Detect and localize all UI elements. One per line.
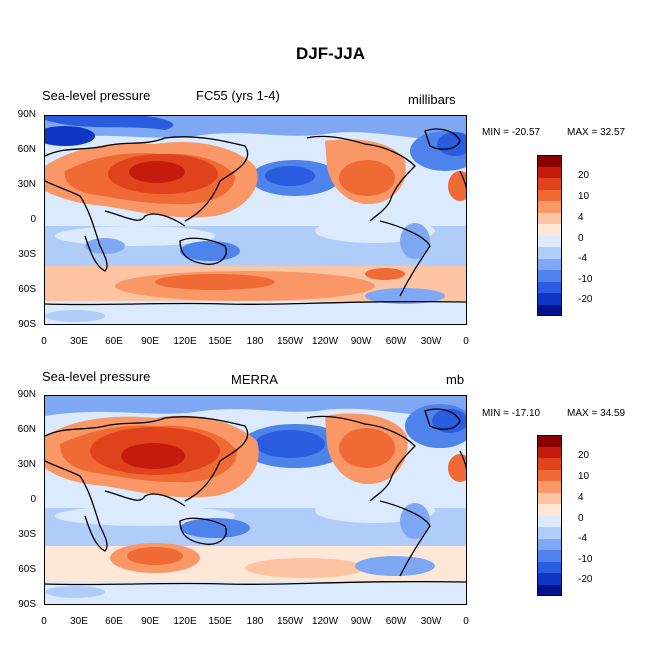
p2-colorbar-label: -4 <box>578 533 587 544</box>
p1-lat-label: 60S <box>6 284 36 295</box>
p2-lon-label: 90W <box>341 616 381 627</box>
p2-colorbar-swatch <box>537 447 562 459</box>
p1-lat-label: 30S <box>6 249 36 260</box>
panel1-colorbar <box>537 155 562 316</box>
p1-colorbar-swatch <box>537 190 562 202</box>
p1-colorbar-swatch <box>537 213 562 225</box>
p2-colorbar-swatch <box>537 481 562 493</box>
p1-lon-label: 120E <box>165 336 205 347</box>
p1-lon-label: 90E <box>130 336 170 347</box>
p2-colorbar-label: -10 <box>578 554 592 565</box>
p2-lat-label: 30N <box>6 459 36 470</box>
p2-colorbar-swatch <box>537 562 562 574</box>
p1-colorbar-swatch <box>537 155 562 167</box>
p1-lon-label: 120W <box>305 336 345 347</box>
p2-lat-label: 60N <box>6 424 36 435</box>
p2-lon-label: 60W <box>376 616 416 627</box>
panel2-map <box>44 395 467 605</box>
panel1-variable: Sea-level pressure <box>42 88 150 103</box>
p1-lon-label: 30E <box>59 336 99 347</box>
p2-colorbar-label: 20 <box>578 450 589 461</box>
panel2-min: MIN = -17.10 <box>482 408 540 419</box>
panel2-units: mb <box>446 372 464 387</box>
p1-lon-label: 150W <box>270 336 310 347</box>
p1-lon-label: 0 <box>24 336 64 347</box>
p1-colorbar-swatch <box>537 201 562 213</box>
p2-lat-label: 60S <box>6 564 36 575</box>
p1-lon-label: 0 <box>446 336 486 347</box>
p1-colorbar-swatch <box>537 259 562 271</box>
p1-colorbar-swatch <box>537 178 562 190</box>
p2-colorbar-swatch <box>537 435 562 447</box>
p1-colorbar-swatch <box>537 236 562 248</box>
p2-colorbar-swatch <box>537 585 562 597</box>
p2-lat-label: 0 <box>6 494 36 505</box>
p1-lat-label: 90S <box>6 319 36 330</box>
p1-colorbar-swatch <box>537 282 562 294</box>
p1-lon-label: 60W <box>376 336 416 347</box>
p2-lon-label: 120E <box>165 616 205 627</box>
p2-lon-label: 0 <box>24 616 64 627</box>
p2-lat-label: 90S <box>6 599 36 610</box>
p1-colorbar-swatch <box>537 167 562 179</box>
p1-colorbar-label: 10 <box>578 191 589 202</box>
panel2-variable: Sea-level pressure <box>42 369 150 384</box>
p2-lon-label: 180 <box>235 616 275 627</box>
p2-lon-label: 0 <box>446 616 486 627</box>
panel1-units: millibars <box>408 92 456 107</box>
p2-colorbar-swatch <box>537 458 562 470</box>
panel2-max: MAX = 34.59 <box>567 408 625 419</box>
p1-colorbar-swatch <box>537 224 562 236</box>
p2-colorbar-swatch <box>537 573 562 585</box>
p2-colorbar-label: 4 <box>578 492 584 503</box>
p1-colorbar-label: -20 <box>578 294 592 305</box>
p1-colorbar-label: 4 <box>578 212 584 223</box>
p1-lon-label: 60E <box>94 336 134 347</box>
p1-lat-label: 90N <box>6 109 36 120</box>
p2-lon-label: 30E <box>59 616 99 627</box>
p2-lon-label: 150W <box>270 616 310 627</box>
p1-lon-label: 150E <box>200 336 240 347</box>
panel2-field <box>45 396 467 605</box>
p1-colorbar-label: 20 <box>578 170 589 181</box>
panel2-source: MERRA <box>231 372 278 387</box>
p1-lon-label: 90W <box>341 336 381 347</box>
panel1-map <box>44 115 467 325</box>
p2-lat-label: 30S <box>6 529 36 540</box>
p1-colorbar-swatch <box>537 247 562 259</box>
panel2-colorbar <box>537 435 562 596</box>
p2-colorbar-swatch <box>537 527 562 539</box>
p2-colorbar-label: -20 <box>578 574 592 585</box>
p1-colorbar-label: 0 <box>578 233 584 244</box>
p2-colorbar-swatch <box>537 539 562 551</box>
p2-colorbar-label: 10 <box>578 471 589 482</box>
p2-colorbar-label: 0 <box>578 513 584 524</box>
p2-colorbar-swatch <box>537 550 562 562</box>
p2-colorbar-swatch <box>537 493 562 505</box>
p1-lon-label: 30W <box>411 336 451 347</box>
figure-title: DJF-JJA <box>0 44 661 64</box>
p2-lon-label: 60E <box>94 616 134 627</box>
p1-lon-label: 180 <box>235 336 275 347</box>
p1-colorbar-swatch <box>537 305 562 317</box>
p1-colorbar-label: -10 <box>578 274 592 285</box>
panel1-source: FC55 (yrs 1-4) <box>196 88 280 103</box>
p1-colorbar-swatch <box>537 270 562 282</box>
p2-lon-label: 150E <box>200 616 240 627</box>
p2-lat-label: 90N <box>6 389 36 400</box>
p2-lon-label: 90E <box>130 616 170 627</box>
p2-lon-label: 120W <box>305 616 345 627</box>
p1-lat-label: 30N <box>6 179 36 190</box>
p2-lon-label: 30W <box>411 616 451 627</box>
p2-colorbar-swatch <box>537 470 562 482</box>
p1-colorbar-swatch <box>537 293 562 305</box>
panel1-min: MIN = -20.57 <box>482 127 540 138</box>
p2-colorbar-swatch <box>537 516 562 528</box>
panel1-max: MAX = 32.57 <box>567 127 625 138</box>
panel1-field <box>45 116 467 325</box>
p1-colorbar-label: -4 <box>578 253 587 264</box>
p1-lat-label: 60N <box>6 144 36 155</box>
p2-colorbar-swatch <box>537 504 562 516</box>
p1-lat-label: 0 <box>6 214 36 225</box>
